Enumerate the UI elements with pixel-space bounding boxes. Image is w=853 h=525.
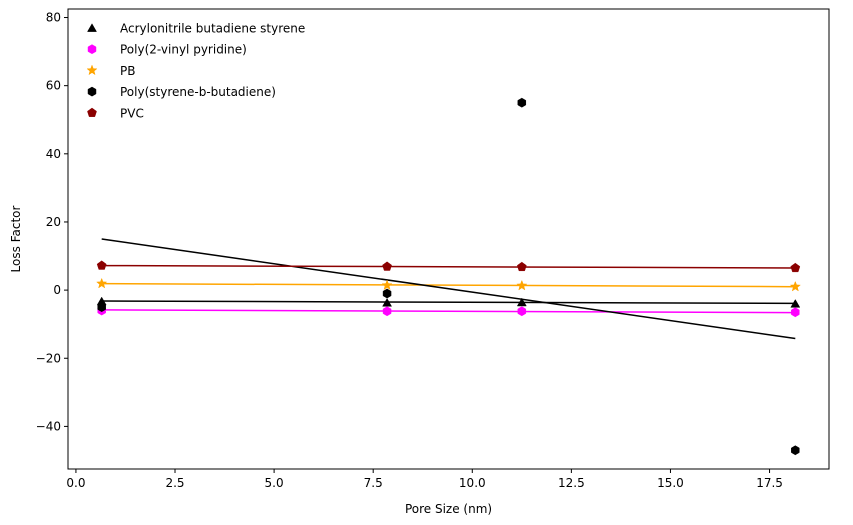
data-point-pb xyxy=(789,280,801,292)
x-tick-label: 10.0 xyxy=(459,476,486,490)
data-point-acrylonitrile-butadiene-styrene xyxy=(516,297,527,307)
data-point-pb xyxy=(96,277,108,289)
y-tick-label: 40 xyxy=(46,147,61,161)
x-tick-label: 12.5 xyxy=(558,476,585,490)
data-point-poly-2-vinyl-pyridine xyxy=(382,306,392,317)
y-tick-label: 0 xyxy=(53,283,61,297)
legend-label-acrylonitrile-butadiene-styrene: Acrylonitrile butadiene styrene xyxy=(120,22,305,36)
fit-line-pvc xyxy=(101,264,796,269)
data-point-pvc xyxy=(96,260,107,270)
fit-line-acrylonitrile-butadiene-styrene xyxy=(101,300,796,305)
legend: Acrylonitrile butadiene styrene Poly(2-vi… xyxy=(86,22,305,120)
y-tick-label: 80 xyxy=(46,11,61,25)
data-point-poly-2-vinyl-pyridine xyxy=(791,307,800,318)
legend-label-pb: PB xyxy=(120,64,135,78)
y-tick-label: 20 xyxy=(46,215,61,229)
y-tick-label: 60 xyxy=(46,79,61,93)
x-tick-label: 17.5 xyxy=(756,476,783,490)
data-point-poly-2-vinyl-pyridine xyxy=(517,306,527,317)
data-point-pb xyxy=(516,279,528,291)
fit-line-poly-styrene-b-butadiene xyxy=(101,238,796,340)
y-tick-label: −20 xyxy=(36,351,61,365)
data-point-poly-styrene-b-butadiene xyxy=(791,445,800,456)
legend-marker-poly-styrene-b-butadiene xyxy=(87,86,97,97)
y-axis-label: Loss Factor xyxy=(9,206,23,273)
data-point-poly-styrene-b-butadiene xyxy=(382,288,392,299)
data-point-acrylonitrile-butadiene-styrene xyxy=(790,299,801,308)
legend-marker-pvc xyxy=(87,107,97,117)
plot-frame xyxy=(67,8,830,470)
legend-marker-acrylonitrile-butadiene-styrene xyxy=(87,23,97,32)
y-axis-ticks: −40 −20 0 20 40 60 80 xyxy=(36,11,68,433)
data-point-acrylonitrile-butadiene-styrene xyxy=(382,298,393,307)
x-axis-label: Pore Size (nm) xyxy=(405,502,492,516)
x-tick-label: 5.0 xyxy=(265,476,284,490)
legend-label-poly-styrene-b-butadiene: Poly(styrene-b-butadiene) xyxy=(120,85,276,99)
x-tick-label: 15.0 xyxy=(657,476,684,490)
fit-line-poly-2-vinyl-pyridine xyxy=(101,309,796,314)
legend-label-poly-2-vinyl-pyridine: Poly(2-vinyl pyridine) xyxy=(120,43,247,57)
data-point-pvc xyxy=(382,261,392,271)
x-tick-label: 0.0 xyxy=(66,476,85,490)
data-point-pvc xyxy=(790,262,801,273)
x-tick-label: 2.5 xyxy=(165,476,184,490)
legend-label-pvc: PVC xyxy=(120,106,144,120)
data-point-poly-styrene-b-butadiene xyxy=(517,97,527,108)
legend-marker-pb xyxy=(86,64,98,76)
fit-line-pb xyxy=(101,282,796,288)
x-tick-label: 7.5 xyxy=(364,476,383,490)
x-axis-ticks: 0.0 2.5 5.0 7.5 10.0 12.5 15.0 17.5 xyxy=(66,469,783,490)
plot-area xyxy=(96,97,801,456)
data-point-poly-styrene-b-butadiene xyxy=(97,302,106,313)
data-point-pvc xyxy=(516,261,527,272)
data-point-pb xyxy=(381,279,393,291)
y-tick-label: −40 xyxy=(36,419,61,433)
legend-marker-poly-2-vinyl-pyridine xyxy=(87,44,97,55)
